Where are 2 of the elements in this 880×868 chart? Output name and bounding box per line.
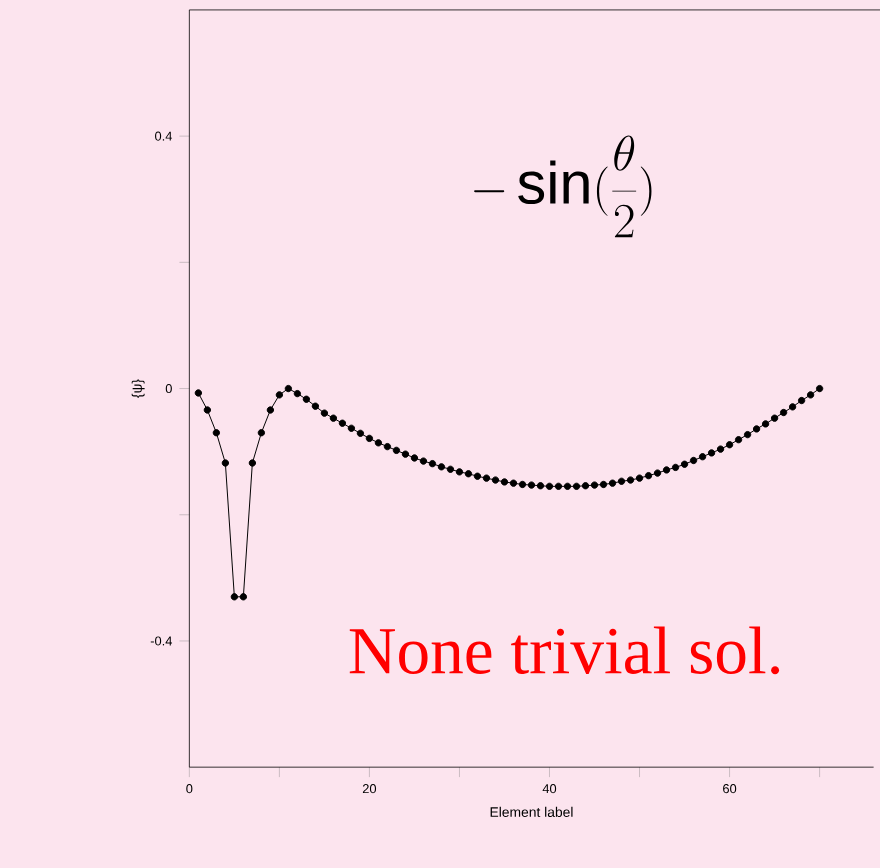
annotation: None trivial sol. <box>349 626 780 675</box>
annotation: $-\sin(\frac{\theta}{2})$ <box>474 135 652 238</box>
